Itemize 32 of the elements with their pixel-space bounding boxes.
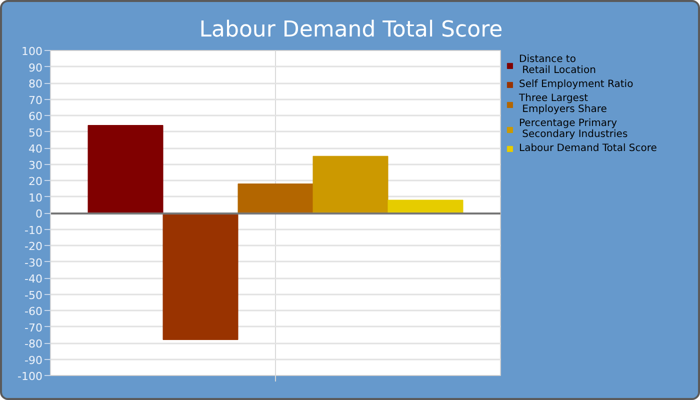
- legend-label: Three Largest Employers Share: [519, 93, 607, 115]
- legend-label: Self Employment Ratio: [519, 79, 634, 90]
- y-tick-label: -100: [18, 370, 43, 383]
- legend-label: Distance to Retail Location: [519, 54, 596, 76]
- y-tick-label: 60: [28, 110, 43, 123]
- y-tick-label: 0: [36, 208, 42, 220]
- bar: [162, 212, 238, 340]
- y-tick-label: -50: [24, 288, 42, 302]
- y-tick-label: -60: [24, 305, 42, 318]
- y-tick-label: 10: [28, 191, 43, 204]
- y-tick-label: -10: [24, 224, 42, 237]
- bar: [388, 200, 464, 214]
- y-tick-label: 30: [28, 158, 43, 172]
- y-tick-label: 20: [28, 175, 43, 188]
- y-tick-label: -40: [24, 272, 42, 286]
- y-tick-label: 80: [28, 78, 43, 90]
- y-tick-label: 70: [28, 94, 43, 107]
- y-tick-label: 90: [28, 61, 43, 74]
- chart-title: Labour Demand Total Score: [199, 18, 503, 42]
- y-tick-label: -70: [24, 321, 42, 334]
- y-tick-label: -90: [24, 354, 42, 367]
- legend-label: Labour Demand Total Score: [519, 143, 657, 154]
- bar: [238, 184, 314, 214]
- bar: [312, 156, 388, 214]
- y-tick-label: 40: [28, 142, 43, 156]
- y-tick-label: 50: [28, 126, 43, 140]
- y-tick-label: -80: [24, 338, 42, 350]
- bar: [88, 125, 164, 214]
- y-tick-label: -20: [24, 240, 42, 253]
- legend-label: Percentage Primary Secondary Industries: [519, 118, 628, 140]
- y-tick-label: -30: [24, 256, 42, 270]
- y-tick-label: 100: [22, 45, 43, 58]
